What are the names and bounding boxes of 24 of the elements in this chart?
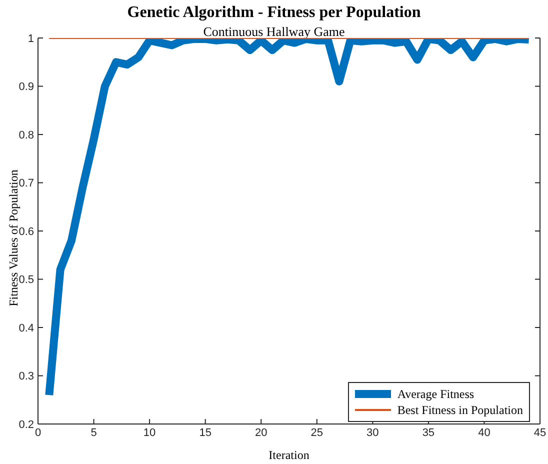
legend-label: Average Fitness [397,386,474,402]
legend-label: Best Fitness in Population [397,402,523,418]
y-tick-label: 0.5 [18,274,34,286]
y-tick-label: 0.6 [18,226,34,238]
x-tick-label: 0 [34,426,42,439]
x-axis-title: Iteration [268,448,310,463]
y-tick-label: 0.8 [18,129,34,142]
chart-title: Genetic Algorithm - Fitness per Population [126,4,422,22]
x-tick-label: 40 [478,426,490,439]
x-tick-label: 15 [199,426,212,439]
x-tick-label: 20 [254,426,268,439]
y-tick-label: 0.4 [18,322,34,334]
x-tick-label: 25 [310,426,324,439]
x-tick-label: 35 [422,426,435,439]
chart-subtitle: Continuous Hallway Game [203,24,345,39]
y-tick-label: 0.9 [18,81,34,94]
x-tick-label: 45 [534,426,546,439]
x-tick-label: 30 [366,426,379,439]
y-tick-label: 1 [28,32,34,45]
x-tick-label: 5 [90,426,97,439]
y-tick-label: 0.3 [18,370,34,383]
y-tick-label: 0.7 [18,178,34,190]
y-tick-label: 0.2 [18,418,34,431]
x-tick-label: 10 [143,426,156,439]
